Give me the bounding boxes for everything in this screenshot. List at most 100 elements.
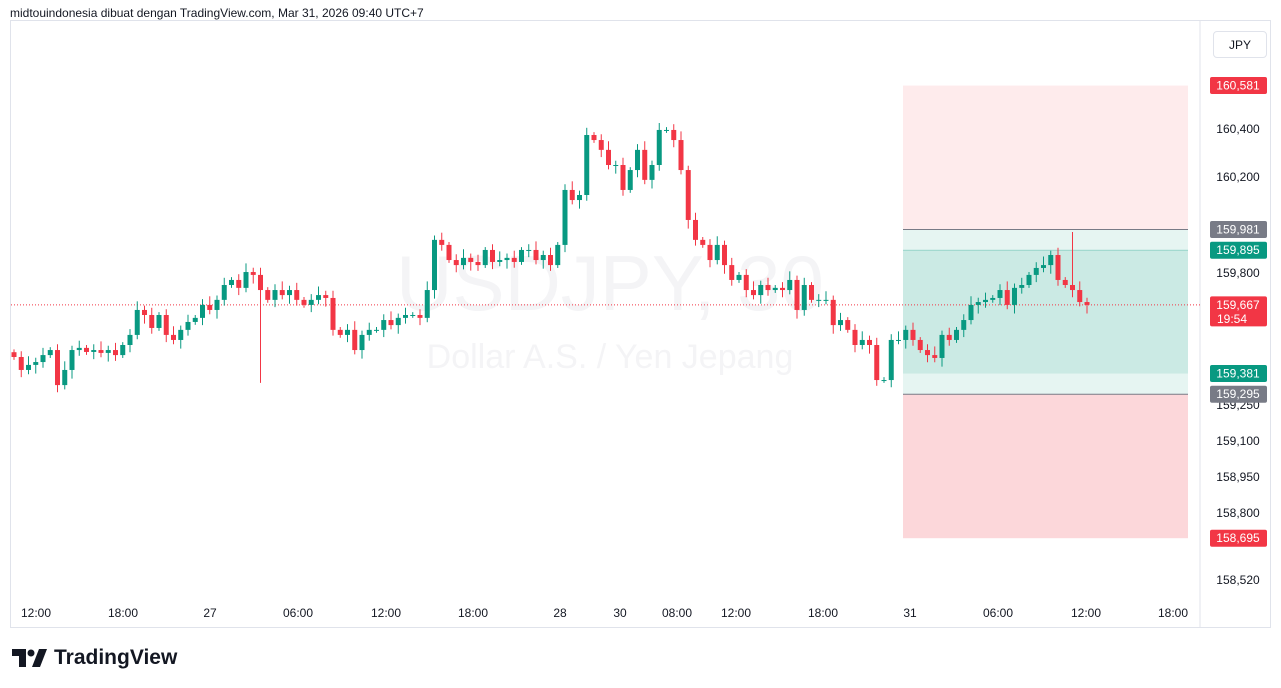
candle bbox=[308, 294, 314, 313]
candle-body bbox=[475, 261, 481, 266]
candle-body bbox=[26, 364, 31, 370]
candle-body bbox=[200, 304, 205, 318]
candle bbox=[946, 327, 952, 346]
candle-body bbox=[1070, 285, 1075, 291]
candle bbox=[337, 327, 343, 338]
candle-body bbox=[272, 290, 278, 300]
candle bbox=[410, 312, 416, 318]
tradingview-logo-icon bbox=[12, 649, 47, 667]
candle-body bbox=[279, 290, 285, 296]
candle-body bbox=[1004, 290, 1010, 305]
candle-body bbox=[1033, 267, 1039, 275]
price-label-bg bbox=[1210, 241, 1267, 259]
candle-body bbox=[954, 329, 959, 340]
x-tick-label: 12:00 bbox=[21, 606, 51, 620]
price-label: 159,295 bbox=[1210, 385, 1267, 403]
candle bbox=[642, 141, 648, 185]
x-tick-label: 18:00 bbox=[808, 606, 838, 620]
candle-body bbox=[700, 239, 706, 245]
candle bbox=[896, 331, 901, 345]
candle-body bbox=[1026, 274, 1032, 285]
candle bbox=[1055, 247, 1061, 286]
candle bbox=[925, 344, 930, 363]
candle-body bbox=[33, 362, 39, 365]
candle bbox=[983, 292, 988, 308]
price-label-text: 159,981 bbox=[1216, 223, 1260, 237]
candle-body bbox=[722, 244, 727, 266]
candle-body bbox=[105, 350, 111, 353]
candle-body bbox=[801, 285, 807, 310]
candle bbox=[620, 157, 626, 196]
candle bbox=[359, 330, 365, 359]
candle-body bbox=[316, 295, 321, 300]
candle-body bbox=[519, 249, 524, 262]
candle bbox=[55, 344, 60, 393]
lower-stop-zone bbox=[903, 394, 1188, 539]
candle-body bbox=[983, 299, 988, 303]
candle bbox=[395, 313, 401, 334]
x-tick-label: 12:00 bbox=[1071, 606, 1101, 620]
candle bbox=[316, 286, 321, 305]
candle bbox=[751, 281, 756, 300]
currency-button[interactable]: JPY bbox=[1213, 31, 1267, 58]
candle bbox=[1019, 277, 1025, 294]
candle-body bbox=[627, 170, 633, 190]
candle bbox=[424, 281, 430, 323]
candle bbox=[881, 377, 887, 383]
candle bbox=[33, 357, 39, 374]
candle bbox=[84, 345, 89, 355]
candle-body bbox=[780, 287, 785, 291]
candle bbox=[26, 356, 31, 375]
candle-body bbox=[149, 315, 155, 328]
candle-body bbox=[845, 320, 851, 330]
candle bbox=[221, 277, 227, 306]
price-label-text: 159,295 bbox=[1216, 387, 1260, 401]
candle bbox=[352, 321, 358, 355]
candle bbox=[852, 324, 858, 353]
candle bbox=[178, 325, 184, 349]
candle-body bbox=[714, 244, 720, 261]
candle-body bbox=[620, 165, 626, 190]
chart-frame bbox=[10, 20, 1271, 628]
candle-body bbox=[287, 290, 292, 296]
tradingview-logo[interactable]: TradingView bbox=[12, 646, 177, 670]
candle bbox=[1048, 250, 1054, 274]
candle bbox=[961, 314, 967, 338]
candle-body bbox=[743, 274, 749, 291]
candle bbox=[243, 263, 249, 293]
x-tick-label: 18:00 bbox=[108, 606, 138, 620]
candle-body bbox=[990, 297, 996, 300]
candle bbox=[867, 335, 872, 354]
candle-body bbox=[76, 347, 82, 351]
candle bbox=[758, 280, 764, 304]
candle bbox=[149, 307, 155, 334]
candle-body bbox=[461, 257, 466, 266]
candle-body bbox=[432, 239, 437, 291]
candle bbox=[185, 314, 191, 336]
x-tick-label: 28 bbox=[553, 606, 567, 620]
candle bbox=[975, 297, 981, 314]
candle-body bbox=[511, 257, 517, 262]
candle-body bbox=[932, 355, 938, 358]
candle bbox=[1070, 231, 1075, 298]
candle-body bbox=[55, 350, 60, 386]
candle bbox=[519, 247, 524, 265]
candle-body bbox=[830, 299, 836, 326]
candle-body bbox=[707, 244, 713, 261]
candle bbox=[272, 284, 278, 308]
candle-body bbox=[18, 357, 24, 370]
candle-body bbox=[243, 272, 249, 288]
candle bbox=[540, 250, 546, 269]
candle bbox=[722, 240, 727, 274]
candle bbox=[323, 290, 329, 307]
candle-body bbox=[1048, 255, 1054, 266]
candle bbox=[388, 311, 394, 330]
candle bbox=[584, 127, 590, 201]
candle-body bbox=[113, 350, 118, 356]
candle-body bbox=[40, 355, 46, 363]
candle bbox=[279, 281, 285, 300]
candle-body bbox=[555, 244, 561, 266]
candle bbox=[250, 267, 256, 284]
candle-body bbox=[229, 279, 234, 285]
